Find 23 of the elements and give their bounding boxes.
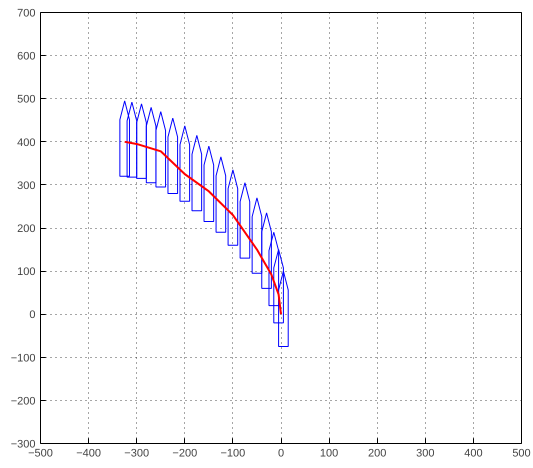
y-tick-label: 100 xyxy=(17,266,36,278)
y-tick-label: 500 xyxy=(17,94,36,106)
x-tick-label: −300 xyxy=(124,448,150,460)
y-tick-label: 0 xyxy=(29,309,36,322)
x-tick-label: 400 xyxy=(464,448,483,460)
y-tick-label: −200 xyxy=(10,395,36,408)
x-tick-label: 0 xyxy=(278,448,284,460)
x-tick-label: 200 xyxy=(368,448,386,460)
y-tick-label: −100 xyxy=(10,352,36,364)
x-tick-label: −500 xyxy=(28,448,53,460)
x-tick-label: −400 xyxy=(76,448,101,460)
x-tick-label: −100 xyxy=(220,448,246,460)
y-tick-label: −300 xyxy=(10,438,36,450)
y-tick-label: 600 xyxy=(17,50,36,63)
y-tick-label: 300 xyxy=(17,180,36,192)
y-tick-label: 400 xyxy=(17,136,36,149)
x-tick-label: 300 xyxy=(416,448,434,460)
x-tick-label: −200 xyxy=(172,448,198,460)
y-tick-label: 700 xyxy=(17,8,36,20)
y-tick-label: 200 xyxy=(17,223,36,235)
x-tick-label: 100 xyxy=(320,448,338,460)
x-tick-label: 500 xyxy=(512,448,531,460)
line-series xyxy=(124,140,282,316)
